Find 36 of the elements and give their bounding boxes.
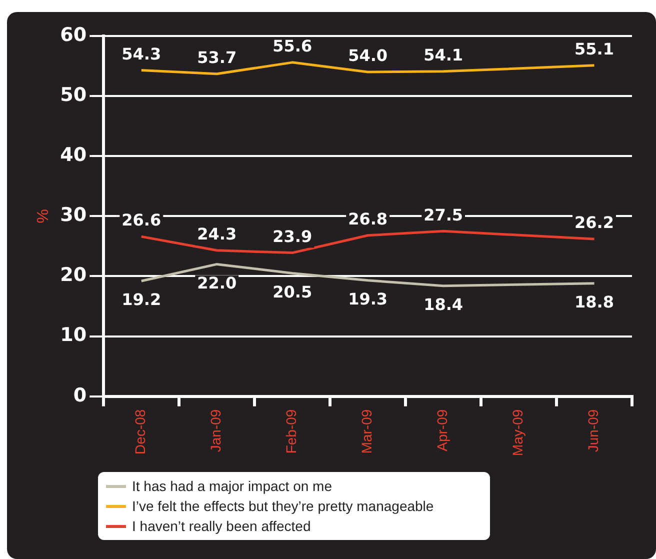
data-label: 19.3	[348, 290, 388, 309]
x-tick-label: Jan-09	[208, 409, 224, 452]
x-tick-label: Mar-09	[358, 409, 375, 454]
data-label: 26.8	[348, 210, 388, 229]
x-tick-label: Feb-09	[283, 409, 300, 454]
x-tick-label: Apr-09	[434, 409, 450, 452]
data-label: 18.8	[574, 292, 614, 312]
data-label: 19.2	[122, 290, 162, 310]
data-label: 53.7	[197, 48, 237, 67]
y-tick-label: 10	[60, 324, 87, 346]
legend-label: I’ve felt the effects but they’re pretty manageable	[132, 497, 434, 516]
y-tick-label: 60	[60, 24, 87, 46]
y-tick-label: 0	[73, 384, 87, 406]
y-tick-label: 30	[60, 204, 87, 226]
y-tick-label: 40	[60, 144, 87, 166]
y-tick-label: 20	[60, 264, 87, 286]
y-tick-label: 50	[60, 84, 87, 106]
x-tick-label: May-09	[510, 409, 526, 456]
data-label: 18.4	[424, 294, 464, 314]
data-label: 55.6	[272, 36, 312, 56]
data-label: 26.2	[574, 213, 614, 232]
y-axis-title: %	[35, 209, 52, 224]
x-tick-label: Dec-08	[132, 409, 148, 454]
data-label: 26.6	[122, 210, 162, 230]
data-label: 27.5	[424, 205, 464, 224]
data-label: 23.9	[272, 226, 312, 246]
data-label: 55.1	[574, 40, 614, 59]
data-label: 54.3	[122, 44, 162, 64]
legend-label: I haven’t really been affected	[132, 517, 311, 536]
data-label: 22.0	[197, 273, 237, 292]
data-label: 20.5	[272, 282, 312, 302]
legend-label: It has had a major impact on me	[132, 477, 332, 496]
data-label: 24.3	[197, 224, 237, 244]
x-tick-label: Jun-09	[585, 409, 602, 452]
data-label: 54.1	[424, 46, 464, 65]
data-label: 54.0	[348, 46, 388, 66]
